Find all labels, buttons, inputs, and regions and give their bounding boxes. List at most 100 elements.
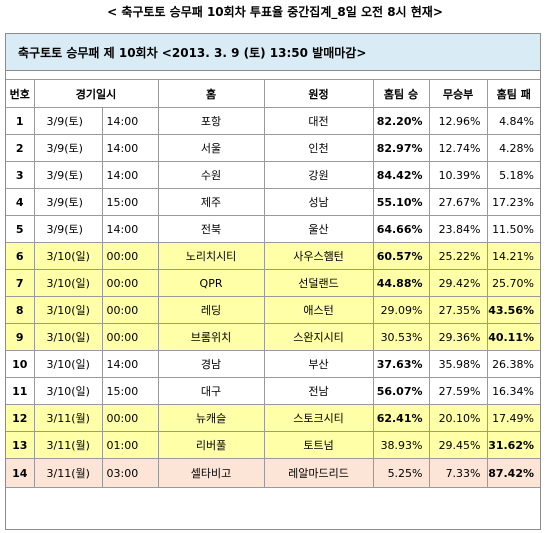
header-draw: 무승부 [428,79,488,108]
row-away-team: 스토크시티 [263,404,374,432]
row-number: 6 [6,242,35,270]
table-row: 10 3/10(일) 14:00 경남 부산 37.63% 35.98% 26.38% [6,350,541,378]
header-number: 번호 [6,79,35,108]
row-home-loss-rate: 40.11% [486,323,541,351]
row-draw-rate: 25.22% [428,242,488,270]
round-header-band: 축구토토 승무패 제 10회차 <2013. 3. 9 (토) 13:50 발매… [6,34,540,71]
table-row: 5 3/9(토) 14:00 전북 울산 64.66% 23.84% 11.50% [6,215,541,243]
row-time: 14:00 [101,161,159,189]
row-home-team: 수원 [157,161,265,189]
row-home-loss-rate: 17.49% [486,404,541,432]
row-date: 3/10(일) [33,323,103,351]
row-home-win-rate: 82.20% [372,107,430,135]
row-away-team: 레알마드리드 [263,458,374,488]
row-draw-rate: 29.45% [428,431,488,459]
row-draw-rate: 29.36% [428,323,488,351]
row-draw-rate: 20.10% [428,404,488,432]
row-away-team: 사우스햄턴 [263,242,374,270]
row-number: 3 [6,161,35,189]
row-number: 11 [6,377,35,405]
row-date: 3/11(월) [33,458,103,488]
row-away-team: 성남 [263,188,374,216]
row-home-win-rate: 64.66% [372,215,430,243]
row-home-win-rate: 5.25% [372,458,430,488]
row-number: 8 [6,296,35,324]
row-draw-rate: 10.39% [428,161,488,189]
row-number: 2 [6,134,35,162]
row-time: 14:00 [101,215,159,243]
row-home-win-rate: 62.41% [372,404,430,432]
row-time: 00:00 [101,404,159,432]
row-date: 3/9(토) [33,215,103,243]
row-away-team: 인천 [263,134,374,162]
table-row: 14 3/11(월) 03:00 셀타비고 레알마드리드 5.25% 7.33% 87.42% [6,458,541,488]
row-draw-rate: 23.84% [428,215,488,243]
row-number: 1 [6,107,35,135]
table-row: 6 3/10(일) 00:00 노리치시티 사우스햄턴 60.57% 25.22% 14.21… [6,242,541,270]
row-time: 14:00 [101,350,159,378]
document-title: < 축구토토 승무패 10회차 투표율 중간집계_8일 오전 8시 현재> [107,5,443,19]
row-home-loss-rate: 43.56% [486,296,541,324]
row-date: 3/10(일) [33,377,103,405]
row-home-team: 포항 [157,107,265,135]
table-row: 1 3/9(토) 14:00 포항 대전 82.20% 12.96% 4.84% [6,107,541,135]
row-draw-rate: 27.35% [428,296,488,324]
table-row: 9 3/10(일) 00:00 브롬위치 스완지시티 30.53% 29.36% 40.11% [6,323,541,351]
row-away-team: 선덜랜드 [263,269,374,297]
row-number: 12 [6,404,35,432]
round-subtitle: 축구토토 승무패 제 10회차 <2013. 3. 9 (토) 13:50 발매… [18,46,367,60]
row-time: 14:00 [101,134,159,162]
row-time: 00:00 [101,296,159,324]
row-time: 00:00 [101,323,159,351]
row-time: 00:00 [101,269,159,297]
row-date: 3/10(일) [33,296,103,324]
row-number: 4 [6,188,35,216]
row-home-team: 대구 [157,377,265,405]
row-away-team: 애스턴 [263,296,374,324]
table-body: 1 3/9(토) 14:00 포항 대전 82.20% 12.96% 4.84% 2 3/9(토)… [6,107,541,488]
row-away-team: 부산 [263,350,374,378]
row-home-loss-rate: 4.28% [486,134,541,162]
row-draw-rate: 27.67% [428,188,488,216]
row-number: 13 [6,431,35,459]
row-home-team: 브롬위치 [157,323,265,351]
row-home-win-rate: 60.57% [372,242,430,270]
row-draw-rate: 12.96% [428,107,488,135]
row-home-win-rate: 84.42% [372,161,430,189]
row-home-loss-rate: 26.38% [486,350,541,378]
row-home-win-rate: 37.63% [372,350,430,378]
row-number: 5 [6,215,35,243]
header-home-win: 홈팀 승 [372,79,430,108]
row-home-win-rate: 82.97% [372,134,430,162]
table-frame: 축구토토 승무패 제 10회차 <2013. 3. 9 (토) 13:50 발매… [5,33,541,530]
row-date: 3/11(월) [33,431,103,459]
row-home-team: 제주 [157,188,265,216]
table-row: 2 3/9(토) 14:00 서울 인천 82.97% 12.74% 4.28% [6,134,541,162]
vote-rate-table: 번호 경기일시 홈 원정 홈팀 승 무승부 홈팀 패 1 3/9(토) 14:00 포… [6,79,541,488]
row-number: 10 [6,350,35,378]
row-home-loss-rate: 16.34% [486,377,541,405]
row-date: 3/9(토) [33,188,103,216]
row-home-loss-rate: 11.50% [486,215,541,243]
row-home-win-rate: 55.10% [372,188,430,216]
row-time: 01:00 [101,431,159,459]
row-away-team: 전남 [263,377,374,405]
row-away-team: 토트넘 [263,431,374,459]
row-home-team: 노리치시티 [157,242,265,270]
table-row: 13 3/11(월) 01:00 리버풀 토트넘 38.93% 29.45% 31.62% [6,431,541,459]
header-datetime: 경기일시 [33,79,159,108]
row-home-win-rate: 56.07% [372,377,430,405]
row-home-team: 레딩 [157,296,265,324]
row-time: 15:00 [101,188,159,216]
row-time: 00:00 [101,242,159,270]
row-date: 3/9(토) [33,107,103,135]
row-away-team: 스완지시티 [263,323,374,351]
row-time: 15:00 [101,377,159,405]
row-number: 9 [6,323,35,351]
row-date: 3/11(월) [33,404,103,432]
row-home-win-rate: 29.09% [372,296,430,324]
header-home: 홈 [157,79,265,108]
row-home-loss-rate: 17.23% [486,188,541,216]
row-home-team: 서울 [157,134,265,162]
row-home-win-rate: 30.53% [372,323,430,351]
